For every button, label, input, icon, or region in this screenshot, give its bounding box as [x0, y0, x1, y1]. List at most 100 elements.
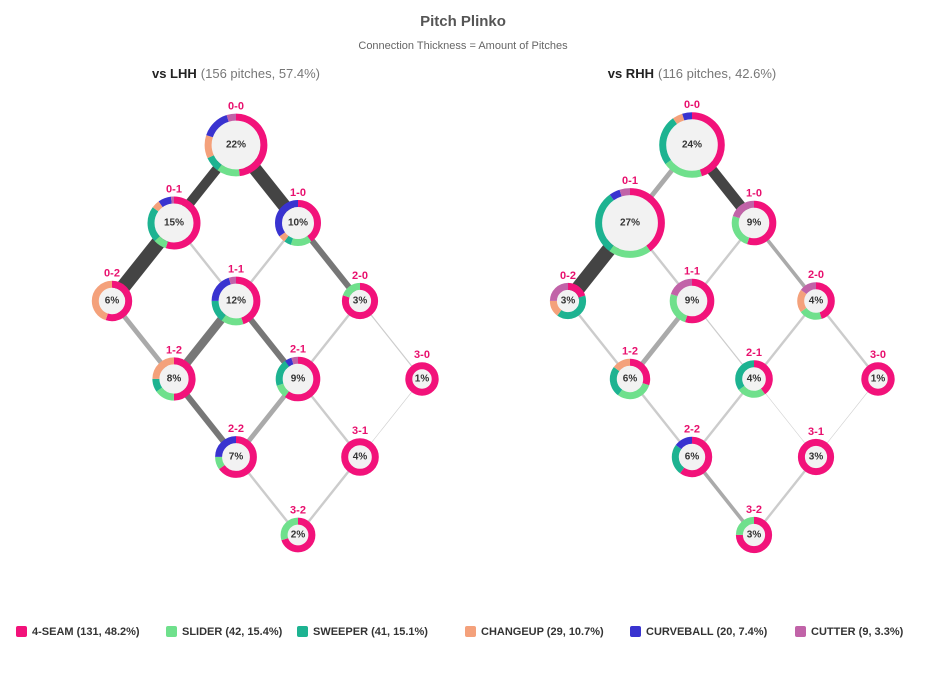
mix-segment — [152, 357, 196, 401]
node-center — [287, 524, 309, 546]
legend-label: CHANGEUP (29, 10.7%) — [481, 626, 604, 638]
node-pct: 2% — [291, 530, 306, 541]
mix-segment — [549, 282, 587, 320]
mix-segment — [797, 282, 835, 320]
mix-segment — [211, 276, 261, 326]
node-pct: 3% — [353, 296, 368, 307]
node-pct: 6% — [105, 296, 120, 307]
legend-swatch — [16, 626, 27, 637]
mix-segment — [275, 356, 321, 402]
mix-segment — [275, 356, 321, 402]
mix-segment — [595, 188, 665, 258]
mix-segment — [275, 200, 321, 246]
legend-label: SWEEPER (41, 15.1%) — [313, 626, 428, 638]
node-count: 2-0 — [808, 269, 824, 281]
node-count: 0-1 — [622, 175, 638, 187]
node-pct: 4% — [809, 296, 824, 307]
node-center — [211, 120, 261, 170]
node-count: 1-2 — [622, 346, 638, 358]
node-pct: 7% — [229, 452, 244, 463]
mix-segment — [91, 280, 133, 322]
node-count: 1-0 — [746, 188, 762, 200]
panel-heading: vs LHH (156 pitches, 57.4%) — [152, 66, 320, 81]
mix-segment — [797, 282, 835, 320]
subtitle: Connection Thickness = Amount of Pitches — [358, 40, 568, 52]
node-count: 0-1 — [166, 183, 182, 195]
node-pct: 4% — [747, 374, 762, 385]
legend-label: CUTTER (9, 3.3%) — [811, 626, 904, 638]
node-pct: 15% — [164, 218, 184, 229]
mix-segment — [147, 196, 201, 250]
node-count: 3-1 — [352, 425, 368, 437]
node-pct: 10% — [288, 218, 308, 229]
mix-segment — [405, 362, 439, 396]
legend-swatch — [795, 626, 806, 637]
node-pct: 27% — [620, 218, 640, 229]
node-pct: 22% — [226, 140, 246, 151]
node-count: 2-2 — [228, 423, 244, 435]
mix-segment — [671, 436, 713, 478]
node-center — [282, 363, 314, 395]
node-center — [98, 287, 126, 315]
node-center — [222, 443, 250, 471]
node-center — [738, 207, 770, 239]
node-center — [804, 289, 828, 313]
mix-segment — [669, 278, 715, 324]
node-count: 0-0 — [684, 99, 700, 111]
node-center — [602, 195, 658, 251]
node-center — [348, 445, 372, 469]
node-center — [412, 369, 432, 389]
node-pct: 4% — [353, 452, 368, 463]
mix-segment — [549, 282, 587, 320]
mix-segment — [797, 282, 835, 320]
mix-segment — [152, 357, 196, 401]
legend-swatch — [297, 626, 308, 637]
panel-heading: vs RHH (116 pitches, 42.6%) — [608, 66, 777, 81]
mix-segment — [215, 436, 257, 478]
node-pct: 3% — [809, 452, 824, 463]
panel-label: vs RHH — [608, 66, 654, 81]
node-center — [154, 203, 194, 243]
legend-swatch — [630, 626, 641, 637]
node-pct: 6% — [623, 374, 638, 385]
node-center — [616, 365, 644, 393]
legend-swatch — [166, 626, 177, 637]
mix-segment — [204, 113, 268, 177]
node-center — [678, 443, 706, 471]
node-count: 2-0 — [352, 270, 368, 282]
mix-segment — [549, 282, 587, 320]
node-count: 2-1 — [746, 347, 762, 359]
node-count: 0-2 — [560, 270, 576, 282]
node-count: 2-1 — [290, 344, 306, 356]
mix-segment — [215, 436, 257, 478]
node-pct: 3% — [561, 296, 576, 307]
node-center — [556, 289, 580, 313]
mix-segment — [609, 358, 651, 400]
node-center — [868, 369, 888, 389]
mix-segment — [595, 188, 665, 258]
mix-segment — [735, 360, 773, 398]
mix-segment — [341, 282, 379, 320]
mix-segment — [204, 113, 268, 177]
node-pct: 1% — [871, 374, 886, 385]
mix-segment — [341, 438, 379, 476]
node-count: 3-2 — [746, 504, 762, 516]
node-count: 1-1 — [684, 266, 700, 278]
node-pct: 9% — [747, 218, 762, 229]
node-pct: 1% — [415, 374, 430, 385]
mix-segment — [797, 438, 835, 476]
mix-segment — [669, 278, 715, 324]
node-center — [159, 364, 189, 394]
mix-segment — [659, 112, 725, 178]
node-count: 3-0 — [870, 349, 886, 361]
mix-segment — [211, 276, 261, 326]
mix-segment — [735, 360, 773, 398]
node-count: 3-1 — [808, 426, 824, 438]
node-center — [348, 289, 372, 313]
mix-segment — [861, 362, 895, 396]
mix-segment — [211, 276, 261, 326]
node-pct: 8% — [167, 374, 182, 385]
mix-segment — [595, 188, 665, 258]
mix-segment — [280, 517, 316, 553]
